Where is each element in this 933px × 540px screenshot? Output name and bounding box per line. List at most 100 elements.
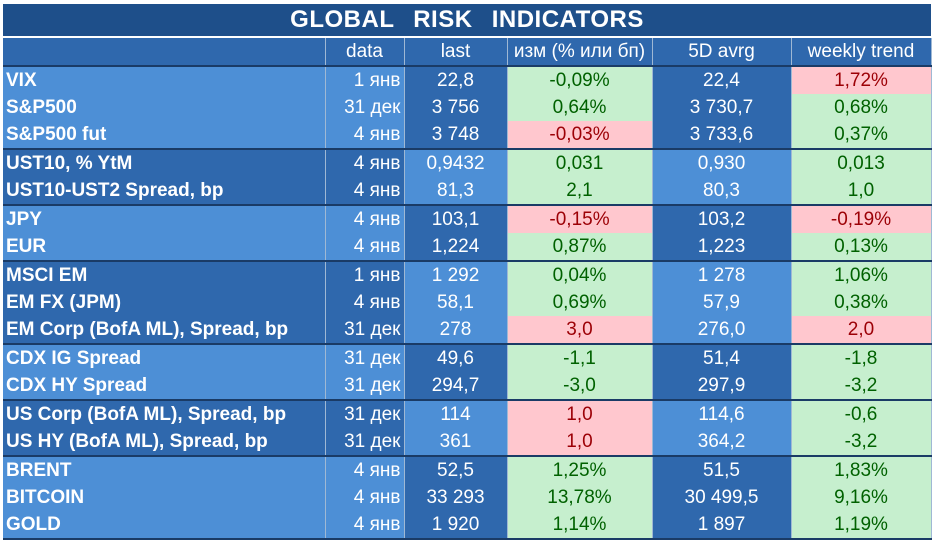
table-row: VIX 1 янв 22,8 -0,09% 22,4 1,72% <box>3 66 932 94</box>
table-row: EUR 4 янв 1,224 0,87% 1,223 0,13% <box>3 233 932 262</box>
five-day-avg-cell: 103,2 <box>652 205 792 233</box>
change-cell: -0,03% <box>507 121 653 150</box>
indicator-name-cell: EM FX (JPM) <box>3 289 326 316</box>
change-cell: -0,15% <box>507 205 653 233</box>
header-name <box>3 38 326 67</box>
indicator-name-cell: EUR <box>3 233 326 262</box>
table-row: S&P500 fut 4 янв 3 748 -0,03% 3 733,6 0,37% <box>3 121 932 150</box>
five-day-avg-cell: 30 499,5 <box>652 484 792 511</box>
last-value-cell: 1,224 <box>404 233 508 262</box>
change-cell: 0,87% <box>507 233 653 262</box>
last-value-cell: 49,6 <box>404 344 508 372</box>
last-value-cell: 114 <box>404 400 508 428</box>
table-row: BITCOIN 4 янв 33 293 13,78% 30 499,5 9,16% <box>3 484 932 511</box>
five-day-avg-cell: 364,2 <box>652 428 792 457</box>
weekly-trend-cell: 1,0 <box>791 177 932 206</box>
weekly-trend-cell: 0,13% <box>791 233 932 262</box>
table-row: MSCI EM 1 янв 1 292 0,04% 1 278 1,06% <box>3 261 932 289</box>
header-change: изм (% или бп) <box>507 38 653 67</box>
date-cell: 4 янв <box>325 149 405 177</box>
weekly-trend-cell: 2,0 <box>791 316 932 345</box>
header-data: data <box>325 38 405 67</box>
table-row: S&P500 31 дек 3 756 0,64% 3 730,7 0,68% <box>3 94 932 121</box>
last-value-cell: 0,9432 <box>404 149 508 177</box>
date-cell: 4 янв <box>325 511 405 540</box>
indicator-name-cell: CDX IG Spread <box>3 344 326 372</box>
indicators-body: VIX 1 янв 22,8 -0,09% 22,4 1,72% S&P500 31 дек 3… <box>3 66 932 540</box>
weekly-trend-cell: -0,6 <box>791 400 932 428</box>
table-row: GOLD 4 янв 1 920 1,14% 1 897 1,19% <box>3 511 932 540</box>
table-row: BRENT 4 янв 52,5 1,25% 51,5 1,83% <box>3 456 932 484</box>
change-cell: -1,1 <box>507 344 653 372</box>
five-day-avg-cell: 0,930 <box>652 149 792 177</box>
date-cell: 31 дек <box>325 400 405 428</box>
five-day-avg-cell: 1 278 <box>652 261 792 289</box>
header-avg: 5D avrg <box>652 38 792 67</box>
five-day-avg-cell: 51,4 <box>652 344 792 372</box>
indicator-name-cell: BRENT <box>3 456 326 484</box>
weekly-trend-cell: 0,013 <box>791 149 932 177</box>
indicators-table: data last изм (% или бп) 5D avrg weekly … <box>3 38 932 540</box>
date-cell: 4 янв <box>325 289 405 316</box>
date-cell: 31 дек <box>325 428 405 457</box>
indicator-name-cell: GOLD <box>3 511 326 540</box>
date-cell: 4 янв <box>325 484 405 511</box>
change-cell: -0,09% <box>507 66 653 94</box>
last-value-cell: 278 <box>404 316 508 345</box>
change-cell: 2,1 <box>507 177 653 206</box>
last-value-cell: 103,1 <box>404 205 508 233</box>
change-cell: 1,14% <box>507 511 653 540</box>
change-cell: 1,0 <box>507 400 653 428</box>
five-day-avg-cell: 80,3 <box>652 177 792 206</box>
table-row: CDX IG Spread 31 дек 49,6 -1,1 51,4 -1,8 <box>3 344 932 372</box>
header-last: last <box>404 38 508 67</box>
indicator-name-cell: VIX <box>3 66 326 94</box>
last-value-cell: 52,5 <box>404 456 508 484</box>
date-cell: 31 дек <box>325 344 405 372</box>
table-row: EM Corp (BofA ML), Spread, bp 31 дек 278 3,… <box>3 316 932 345</box>
table-row: UST10, % YtM 4 янв 0,9432 0,031 0,930 0,013 <box>3 149 932 177</box>
indicator-name-cell: EM Corp (BofA ML), Spread, bp <box>3 316 326 345</box>
date-cell: 4 янв <box>325 177 405 206</box>
last-value-cell: 3 748 <box>404 121 508 150</box>
change-cell: 0,69% <box>507 289 653 316</box>
indicator-name-cell: BITCOIN <box>3 484 326 511</box>
weekly-trend-cell: -1,8 <box>791 344 932 372</box>
change-cell: 3,0 <box>507 316 653 345</box>
indicator-name-cell: MSCI EM <box>3 261 326 289</box>
weekly-trend-cell: 0,37% <box>791 121 932 150</box>
change-cell: 0,64% <box>507 94 653 121</box>
weekly-trend-cell: -3,2 <box>791 372 932 401</box>
five-day-avg-cell: 3 730,7 <box>652 94 792 121</box>
weekly-trend-cell: 0,38% <box>791 289 932 316</box>
table-row: US HY (BofA ML), Spread, bp 31 дек 361 1,0 3… <box>3 428 932 457</box>
last-value-cell: 1 920 <box>404 511 508 540</box>
table-row: EM FX (JPM) 4 янв 58,1 0,69% 57,9 0,38% <box>3 289 932 316</box>
table-row: US Corp (BofA ML), Spread, bp 31 дек 114 1,… <box>3 400 932 428</box>
date-cell: 1 янв <box>325 261 405 289</box>
change-cell: 1,0 <box>507 428 653 457</box>
change-cell: -3,0 <box>507 372 653 401</box>
last-value-cell: 361 <box>404 428 508 457</box>
table-row: CDX HY Spread 31 дек 294,7 -3,0 297,9 -3,2 <box>3 372 932 401</box>
indicator-name-cell: US HY (BofA ML), Spread, bp <box>3 428 326 457</box>
weekly-trend-cell: -0,19% <box>791 205 932 233</box>
header-row: data last изм (% или бп) 5D avrg weekly … <box>3 38 932 67</box>
last-value-cell: 22,8 <box>404 66 508 94</box>
five-day-avg-cell: 114,6 <box>652 400 792 428</box>
five-day-avg-cell: 276,0 <box>652 316 792 345</box>
weekly-trend-cell: 0,68% <box>791 94 932 121</box>
five-day-avg-cell: 297,9 <box>652 372 792 401</box>
five-day-avg-cell: 22,4 <box>652 66 792 94</box>
indicator-name-cell: S&P500 fut <box>3 121 326 150</box>
date-cell: 4 янв <box>325 456 405 484</box>
five-day-avg-cell: 57,9 <box>652 289 792 316</box>
indicator-name-cell: UST10, % YtM <box>3 149 326 177</box>
last-value-cell: 294,7 <box>404 372 508 401</box>
five-day-avg-cell: 3 733,6 <box>652 121 792 150</box>
table-row: JPY 4 янв 103,1 -0,15% 103,2 -0,19% <box>3 205 932 233</box>
weekly-trend-cell: -3,2 <box>791 428 932 457</box>
indicator-name-cell: S&P500 <box>3 94 326 121</box>
weekly-trend-cell: 1,19% <box>791 511 932 540</box>
date-cell: 4 янв <box>325 233 405 262</box>
